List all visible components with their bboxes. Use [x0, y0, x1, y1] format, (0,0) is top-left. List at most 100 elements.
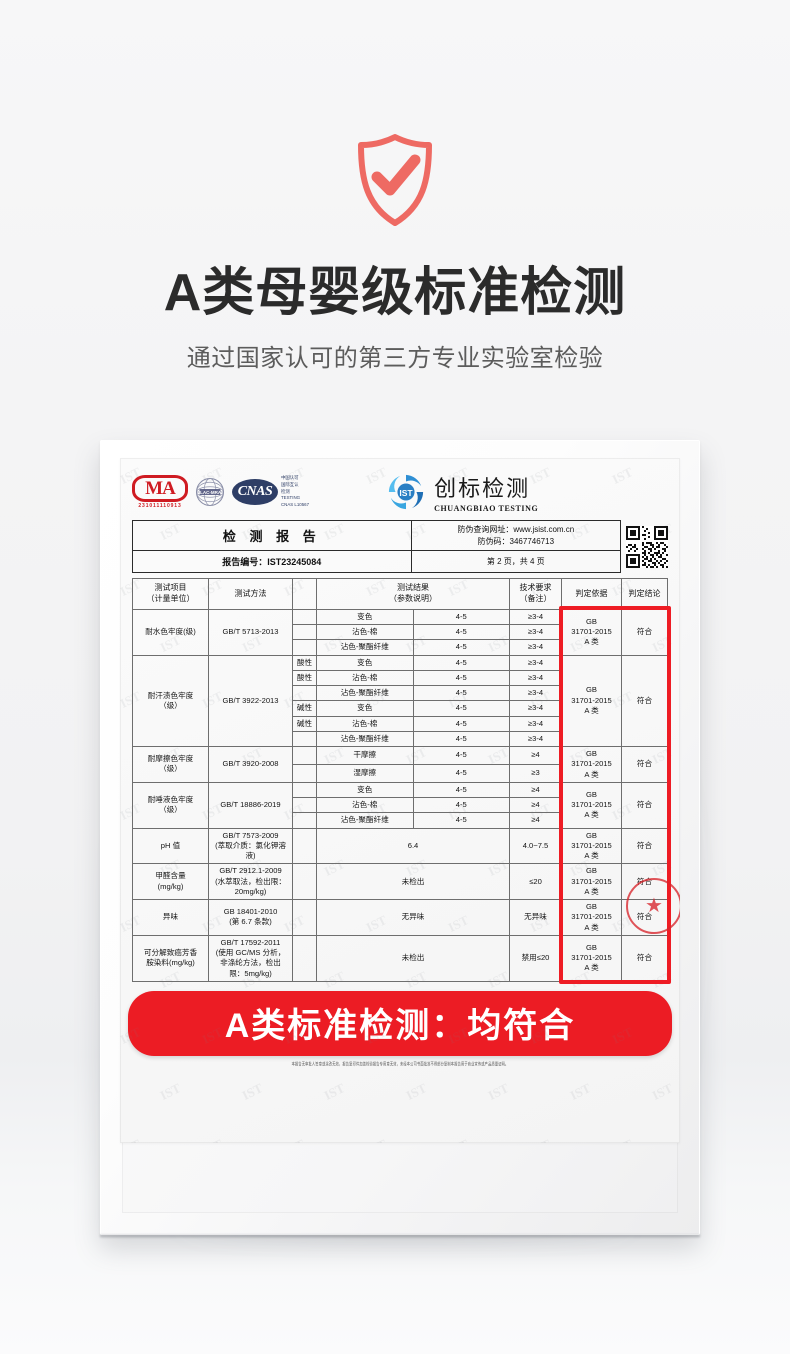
watermark-text: IST	[157, 1080, 183, 1103]
cell-subcondition	[292, 934, 317, 982]
item-name: 耐摩擦色牢度	[147, 754, 194, 764]
cell-result: 沾色-聚酯纤维	[316, 639, 414, 656]
cell-result: 变色	[316, 781, 414, 799]
th-basis: 判定依据	[561, 578, 622, 610]
cell-basis: GB 31701-2015 A 类	[561, 746, 622, 783]
item-name: 可分解致癌芳香	[143, 948, 198, 958]
watermark-text: IST	[200, 1136, 226, 1143]
cell-require: ≥3	[509, 763, 562, 783]
cell-value: 4-5	[412, 700, 510, 717]
cell-item: 耐唾液色牢度 （级）	[132, 781, 209, 829]
item-name: 异味	[162, 912, 179, 922]
cell-require: ≥3-4	[509, 669, 562, 687]
cell-value: 4-5	[412, 624, 510, 641]
cell-require: ≥3-4	[509, 624, 562, 641]
basis-line: A 类	[584, 851, 599, 861]
cma-logo: MA 231011110913	[132, 475, 188, 509]
report-no-value: IST23245084	[267, 556, 322, 567]
cell-value: 4-5	[412, 797, 510, 814]
cell-result: 沾色-棉	[316, 669, 414, 687]
table-row: 耐汗渍色牢度 （级） GB/T 3922-2013 酸性 变色 4-5 ≥3-4 GB 3170…	[132, 654, 668, 748]
cell-basis: GB 31701-2015 A 类	[561, 781, 622, 829]
cell-value: 4-5	[412, 781, 510, 799]
cnas-mark: CNAS	[232, 478, 278, 505]
basis-line: GB	[586, 789, 597, 799]
table-row: 沾色-聚酯纤维 4-5 ≥4	[133, 812, 668, 829]
cell-conclusion: 符合	[621, 746, 668, 783]
watermark-text: IST	[610, 1136, 636, 1143]
th-method: 测试方法	[208, 578, 293, 610]
cell-result: 无异味	[316, 899, 510, 936]
qr-code	[626, 525, 668, 568]
cell-value: 4-5	[412, 608, 510, 626]
cell-subcondition	[292, 624, 317, 641]
basis-line: A 类	[584, 637, 599, 647]
cell-item: 甲醛含量 (mg/kg)	[132, 863, 209, 901]
th-conclusion: 判定结论	[621, 578, 668, 610]
table-row: 耐唾液色牢度 （级） GB/T 18886-2019 变色 4-5 ≥4 GB 31701-2…	[132, 781, 668, 829]
cell-require: ≥3-4	[509, 639, 562, 656]
cell-item: 耐摩擦色牢度 （级）	[132, 746, 209, 783]
item-unit: （级）	[159, 700, 182, 710]
result-banner: A类标准检测：均符合	[128, 990, 672, 1056]
cell-result: 沾色-聚酯纤维	[316, 685, 414, 702]
th-require-main: 技术要求	[519, 583, 552, 593]
table-row: 可分解致癌芳香 胺染料(mg/kg) GB/T 17592-2011 (使用 GC/M…	[132, 934, 668, 982]
cell-result: 变色	[316, 608, 414, 626]
cell-method: GB/T 2912.1-2009 (水萃取法，检出限： 20mg/kg)	[208, 863, 293, 901]
basis-line: GB	[586, 830, 597, 840]
cell-require: ≥3-4	[509, 730, 562, 748]
cell-result: 未检出	[316, 863, 510, 901]
method-line: 限：5mg/kg)	[229, 968, 272, 978]
cell-subcondition	[292, 781, 317, 799]
th-require: 技术要求 （备注）	[509, 578, 562, 610]
cell-subcondition: 碱性	[292, 700, 317, 717]
watermark-text: IST	[446, 1136, 472, 1143]
table-row: 异味 GB 18401-2010 (第 6.7 条款) 无异味 无异味 GB 31701-2…	[132, 899, 668, 936]
cell-require: ≥3-4	[509, 700, 562, 717]
cell-item: 耐水色牢度(级)	[132, 608, 209, 656]
cell-value: 4-5	[412, 730, 510, 748]
cell-require: ≥4	[509, 797, 562, 814]
cnas-line-2: 国际互认	[281, 482, 299, 488]
cma-mark: MA	[132, 475, 188, 502]
cell-result: 沾色-聚酯纤维	[316, 812, 414, 829]
cell-value: 4-5	[412, 669, 510, 687]
cell-item: pH 值	[132, 827, 209, 865]
cell-value: 4-5	[412, 715, 510, 732]
watermark-text: IST	[403, 1080, 429, 1103]
method-line: (第 6.7 条款)	[229, 917, 272, 927]
cell-require: ≥4	[509, 781, 562, 799]
page-title: A类母婴级标准检测	[163, 264, 627, 322]
watermark-text: IST	[364, 1136, 390, 1143]
item-name: 耐唾液色牢度	[147, 794, 194, 804]
cell-basis: GB 31701-2015 A 类	[561, 934, 622, 982]
method-line: 液)	[245, 851, 256, 861]
star-icon: ★	[645, 895, 663, 918]
basis-line: A 类	[584, 705, 599, 715]
lab-name-cn: 创标检测	[434, 476, 531, 501]
item-name: pH 值	[160, 840, 181, 850]
watermark-text: IST	[567, 1080, 593, 1103]
cnas-line-1: 中国认可	[281, 475, 299, 481]
cell-method: GB/T 3920-2008	[208, 746, 293, 783]
cell-require: ≤20	[509, 863, 562, 901]
cell-subcondition	[292, 899, 317, 936]
cell-subcondition	[292, 863, 317, 901]
basis-line: 31701-2015	[571, 840, 612, 850]
basis-line: 31701-2015	[571, 912, 612, 922]
method-line: 非涤纶方法，检出	[220, 958, 281, 968]
item-name: 甲醛含量	[155, 871, 186, 881]
basis-line: GB	[586, 616, 597, 626]
cell-require: 4.0~7.5	[509, 827, 562, 865]
cell-result: 干摩擦	[316, 746, 414, 765]
cell-result: 变色	[316, 654, 414, 671]
basis-line: A 类	[584, 922, 599, 932]
cell-require: ≥3-4	[509, 685, 562, 702]
cell-result: 沾色-棉	[316, 797, 414, 814]
item-unit: （级）	[159, 805, 182, 815]
item-unit: 胺染料(mg/kg)	[146, 958, 195, 968]
cnas-line-5: CNAS L10567	[281, 501, 310, 507]
cell-subcondition	[292, 763, 317, 783]
cell-subcondition	[292, 730, 317, 748]
